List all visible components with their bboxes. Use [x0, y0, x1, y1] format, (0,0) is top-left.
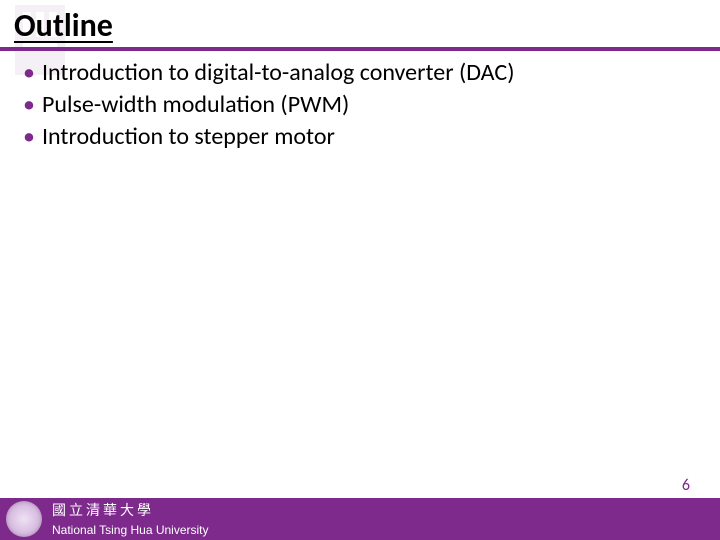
- university-seal-icon: [6, 501, 42, 537]
- bullet-item: Pulse-width modulation (PWM): [20, 90, 700, 120]
- footer-bar: 國立清華大學 National Tsing Hua University: [0, 498, 720, 540]
- bullet-item: Introduction to digital-to-analog conver…: [20, 58, 700, 88]
- slide-title: Outline: [14, 6, 113, 45]
- title-underline-bar: [0, 47, 720, 51]
- page-number: 6: [682, 476, 690, 495]
- footer-institution-cn: 國立清華大學: [52, 500, 154, 520]
- bullet-item: Introduction to stepper motor: [20, 122, 700, 152]
- slide: Outline Introduction to digital-to-analo…: [0, 0, 720, 540]
- footer-institution-en: National Tsing Hua University: [52, 523, 209, 537]
- bullet-list: Introduction to digital-to-analog conver…: [20, 58, 700, 154]
